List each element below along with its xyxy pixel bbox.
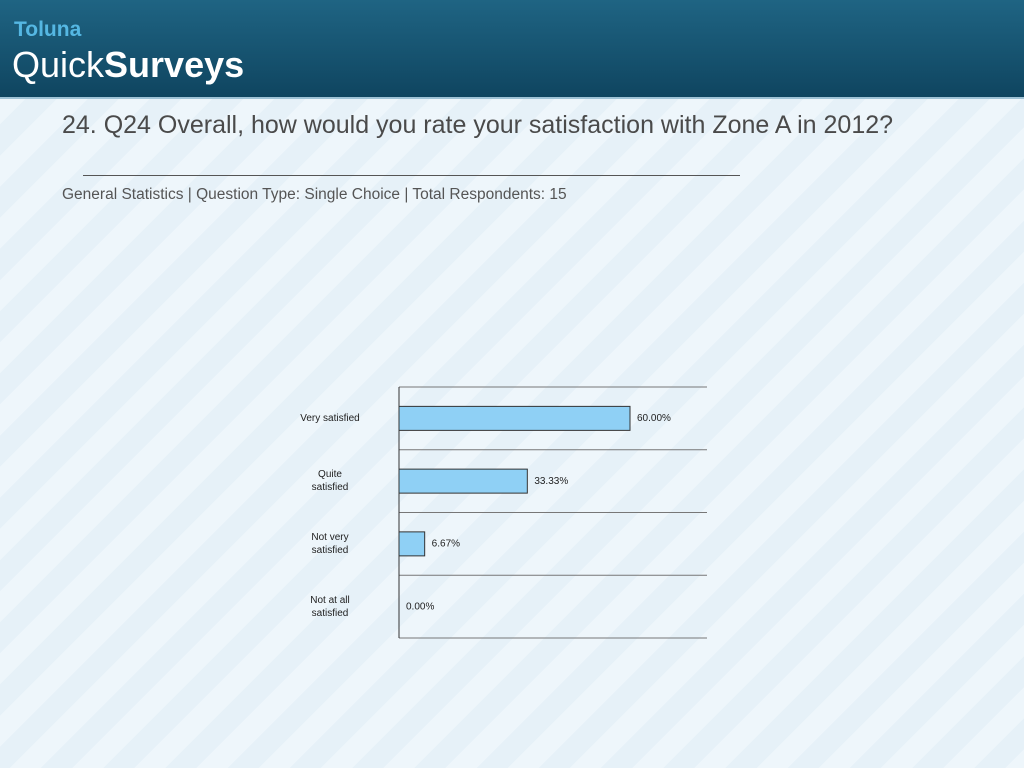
title: 24. Q24 Overall, how would you rate your… <box>62 111 894 139</box>
category-label: Not at all satisfied <box>310 594 350 619</box>
category-label: Not very satisfied <box>311 531 349 556</box>
value-label: 6.67% <box>432 539 460 550</box>
brand: Toluna <box>14 18 82 41</box>
value-label: 33.33% <box>534 476 568 487</box>
value-label: 0.00% <box>406 601 434 612</box>
subtitle: General Statistics | Question Type: Sing… <box>62 186 567 203</box>
product-logo: QuickSurveys <box>12 44 244 86</box>
bar <box>398 531 426 557</box>
title-rule <box>83 175 740 176</box>
category-label: Very satisfied <box>300 412 360 424</box>
bar <box>398 468 528 494</box>
logo-bold: Surveys <box>104 44 245 85</box>
bar <box>398 405 631 431</box>
header: Toluna QuickSurveys <box>0 0 1024 99</box>
logo-light: Quick <box>12 44 105 85</box>
value-label: 60.00% <box>637 413 671 424</box>
category-label: Quite satisfied <box>311 469 349 494</box>
